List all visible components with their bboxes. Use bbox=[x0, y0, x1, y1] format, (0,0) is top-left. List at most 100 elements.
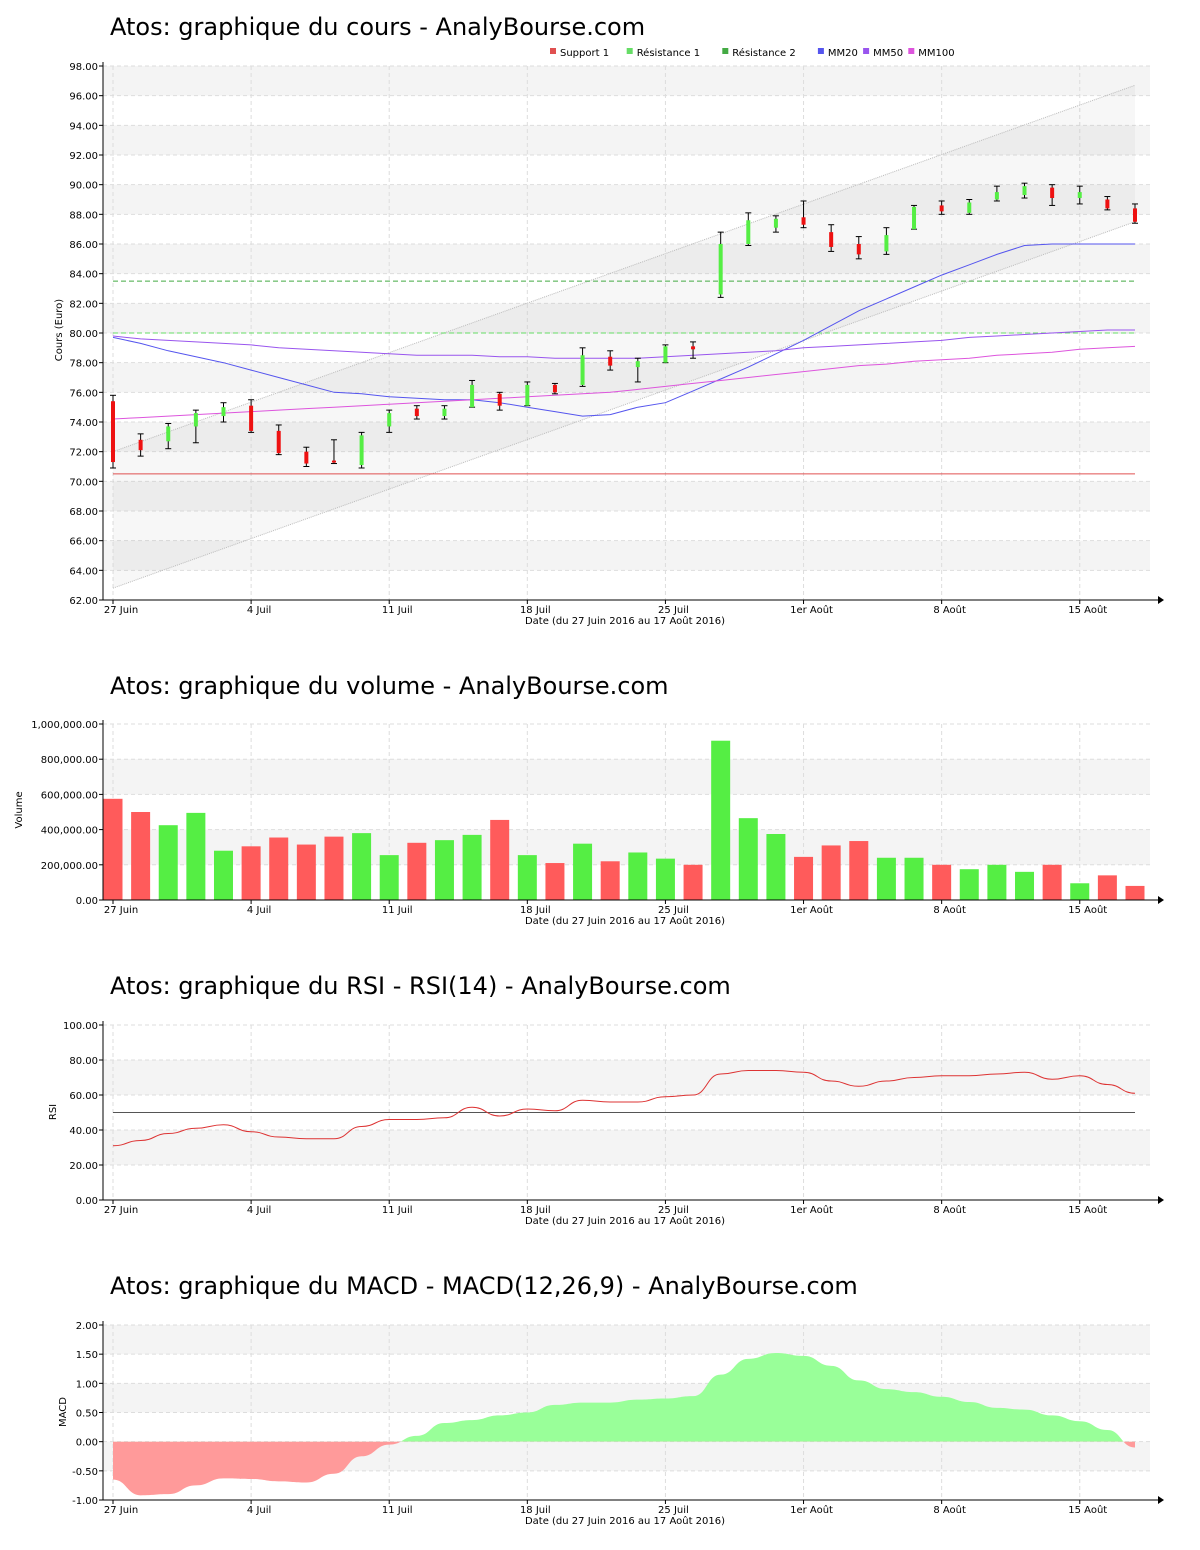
y-tick-label: 66.00 bbox=[69, 537, 98, 548]
volume-bar bbox=[1042, 864, 1062, 900]
candle bbox=[1104, 196, 1111, 211]
candle bbox=[717, 231, 724, 298]
volume-axes: 0.00 200,000.00 400,000.00 600,000.00 800,00… bbox=[31, 720, 1164, 916]
volume-bar bbox=[1125, 885, 1145, 900]
x-tick-label: 4 Juil bbox=[247, 1505, 271, 1516]
volume-chart: Atos: graphique du volume - AnalyBourse.… bbox=[14, 672, 1164, 927]
candle-body bbox=[801, 217, 806, 225]
macd-chart-title: Atos: graphique du MACD - MACD(12,26,9) … bbox=[110, 1272, 858, 1300]
candle-body bbox=[193, 413, 198, 427]
candle-body bbox=[221, 407, 226, 417]
candle bbox=[496, 391, 503, 411]
candle-body bbox=[580, 355, 585, 385]
volume-bar bbox=[655, 858, 675, 900]
y-tick-label: 0.00 bbox=[76, 1196, 98, 1207]
candle-body bbox=[994, 192, 999, 200]
y-tick-label: 62.00 bbox=[69, 596, 98, 607]
volume-bar bbox=[186, 812, 206, 900]
x-tick-label: 11 Juil bbox=[382, 605, 413, 616]
macd-x-axis-label: Date (du 27 Juin 2016 au 17 Août 2016) bbox=[525, 1515, 725, 1527]
candle bbox=[883, 227, 890, 255]
volume-bar bbox=[959, 869, 979, 900]
y-tick-label: 1.50 bbox=[76, 1350, 98, 1361]
grid-band bbox=[103, 481, 1150, 511]
y-tick-label: 800,000.00 bbox=[41, 755, 98, 766]
candle bbox=[800, 200, 807, 229]
candle-body bbox=[331, 460, 336, 463]
y-tick-label: 84.00 bbox=[69, 270, 98, 281]
volume-bar bbox=[573, 843, 593, 900]
channel-upper-line bbox=[112, 84, 1136, 453]
volume-bar bbox=[932, 864, 952, 900]
price-axes: 62.00 64.00 66.00 68.00 70.00 72.00 74.00 76.00… bbox=[69, 62, 1164, 616]
candle-body bbox=[552, 384, 557, 393]
macd-chart: Atos: graphique du MACD - MACD(12,26,9) … bbox=[58, 1272, 1164, 1527]
volume-bar bbox=[683, 864, 703, 900]
candle bbox=[1021, 182, 1028, 199]
legend-swatch bbox=[908, 48, 915, 54]
candle bbox=[275, 424, 282, 456]
y-tick-label: 0.00 bbox=[76, 1438, 98, 1449]
candle bbox=[413, 405, 420, 420]
candle bbox=[607, 350, 614, 371]
y-tick-label: 76.00 bbox=[69, 388, 98, 399]
candle bbox=[137, 433, 144, 457]
volume-bar bbox=[434, 840, 454, 900]
candle bbox=[772, 215, 779, 233]
x-tick-label: 15 Août bbox=[1068, 904, 1107, 916]
candle bbox=[524, 381, 531, 407]
y-tick-label: 68.00 bbox=[69, 507, 98, 518]
legend-label: MM100 bbox=[918, 48, 954, 59]
candle bbox=[855, 236, 862, 260]
candle-body bbox=[497, 393, 502, 406]
volume-bar bbox=[849, 841, 869, 900]
x-tick-label: 1er Août bbox=[790, 604, 833, 616]
price-chart-title: Atos: graphique du cours - AnalyBourse.c… bbox=[110, 13, 645, 41]
y-tick-label: 78.00 bbox=[69, 359, 98, 370]
ma-line-mm20 bbox=[112, 243, 1135, 417]
candle bbox=[828, 224, 835, 252]
rsi-lines bbox=[112, 1070, 1136, 1147]
candle-body bbox=[635, 361, 640, 368]
x-tick-label: 27 Juin bbox=[104, 1205, 138, 1216]
candle bbox=[358, 431, 365, 469]
rsi-x-axis-label: Date (du 27 Juin 2016 au 17 Août 2016) bbox=[525, 1215, 725, 1227]
rsi-axes: 0.00 20.00 40.00 60.00 80.00 100.00 27 Juin 4 J… bbox=[63, 1021, 1164, 1216]
grid-band bbox=[103, 244, 1150, 274]
candle bbox=[192, 409, 199, 444]
volume-bar bbox=[766, 834, 786, 900]
x-tick-label: 15 Août bbox=[1068, 1504, 1107, 1516]
legend-swatch bbox=[863, 48, 870, 54]
x-tick-label: 15 Août bbox=[1068, 1204, 1107, 1216]
y-tick-label: 94.00 bbox=[69, 121, 98, 132]
y-tick-label: 20.00 bbox=[69, 1161, 98, 1172]
price-trend-channel bbox=[112, 84, 1136, 589]
candle-body bbox=[1105, 199, 1110, 209]
volume-bar bbox=[794, 856, 814, 900]
candle bbox=[993, 185, 1000, 202]
grid-band bbox=[103, 1060, 1150, 1095]
macd-axes: -1.00 -0.50 0.00 0.50 1.00 1.50 2.00 27 Juin 4 J… bbox=[72, 1321, 1164, 1516]
volume-bar bbox=[711, 740, 731, 900]
candle bbox=[1076, 185, 1083, 205]
volume-x-axis-label: Date (du 27 Juin 2016 au 17 Août 2016) bbox=[525, 915, 725, 927]
legend-label: Support 1 bbox=[560, 48, 609, 59]
rsi-chart-title: Atos: graphique du RSI - RSI(14) - Analy… bbox=[110, 972, 731, 1000]
candle-body bbox=[166, 426, 171, 442]
candle-body bbox=[939, 205, 944, 212]
y-tick-label: 98.00 bbox=[69, 62, 98, 73]
volume-bar bbox=[545, 863, 565, 900]
grid-band bbox=[103, 540, 1150, 571]
candle-body bbox=[387, 413, 392, 427]
y-tick-label: 2.00 bbox=[76, 1321, 98, 1332]
x-tick-label: 25 Juil bbox=[658, 1205, 689, 1216]
volume-bar bbox=[490, 819, 510, 900]
candle-body bbox=[111, 401, 115, 463]
volume-bar bbox=[158, 825, 178, 900]
volume-bar bbox=[379, 855, 399, 900]
candle-body bbox=[249, 405, 254, 431]
legend-swatch bbox=[817, 48, 824, 54]
x-tick-label: 18 Juil bbox=[520, 605, 551, 616]
legend-swatch bbox=[722, 48, 729, 54]
macd-area bbox=[113, 1353, 1135, 1496]
